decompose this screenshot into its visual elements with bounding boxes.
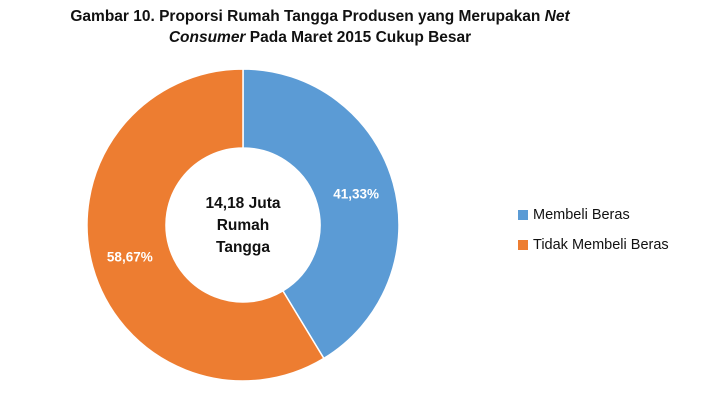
chart-title-italic-consumer: Consumer: [168, 29, 246, 46]
legend-swatch-membeli-beras: [518, 210, 528, 220]
donut-slice-tidak-membeli-beras: [86, 68, 325, 382]
legend: Membeli Beras Tidak Membeli Beras: [518, 203, 669, 263]
center-label-line-1: 14,18 Juta: [206, 195, 281, 212]
chart-title: Gambar 10. Proporsi Rumah Tangga Produse…: [0, 6, 640, 48]
legend-swatch-tidak-membeli-beras: [518, 240, 528, 250]
legend-item-tidak-membeli-beras: Tidak Membeli Beras: [518, 233, 669, 257]
chart-title-suffix: Pada Maret 2015 Cukup Besar: [245, 29, 472, 46]
donut-slice-membeli-beras: [242, 68, 400, 360]
center-label-line-2: Rumah: [217, 217, 270, 234]
data-label-membeli-beras: 41,33%: [333, 186, 379, 201]
legend-label-tidak-membeli-beras: Tidak Membeli Beras: [533, 237, 669, 253]
chart-title-italic-net: Net: [544, 8, 570, 25]
data-label-tidak-membeli-beras: 58,67%: [107, 250, 153, 265]
legend-item-membeli-beras: Membeli Beras: [518, 203, 669, 227]
center-label-line-3: Tangga: [216, 239, 270, 256]
legend-label-membeli-beras: Membeli Beras: [533, 207, 630, 223]
chart-title-prefix: Gambar 10. Proporsi Rumah Tangga Produse…: [70, 8, 545, 25]
